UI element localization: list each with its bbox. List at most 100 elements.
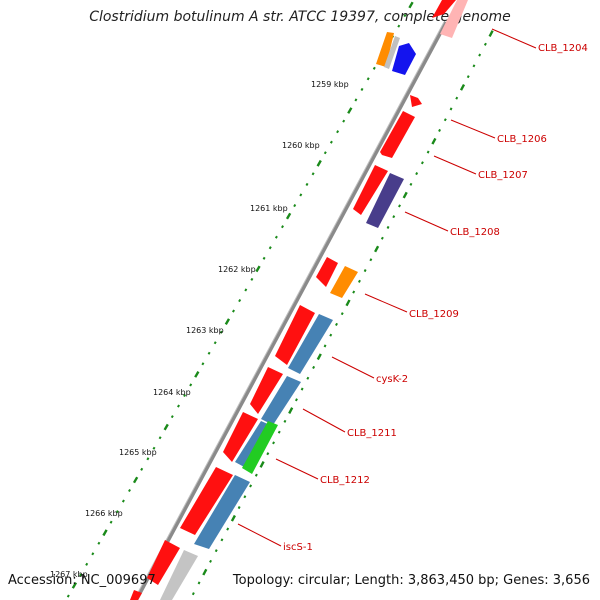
tick-dot [170,415,174,419]
tick-dot [91,552,95,556]
leader-clb1209 [364,293,408,313]
tick-dot [397,24,401,28]
tick-dot [402,191,408,199]
leader-clb1206 [450,119,496,139]
tick-dot [293,204,297,208]
tick-dot [230,514,236,522]
tick-dot [121,499,125,503]
gene-purple-clb1208 [366,173,404,228]
kbp-label-1267: 1267 kbp [50,570,88,579]
gene-pink-upper [440,0,468,38]
tick-dot [79,573,82,577]
tick-dot [369,258,373,262]
tick-dot [426,150,430,154]
gene-red-clb1211 [250,367,283,414]
tick-dot [443,118,447,122]
kbp-label-1260: 1260 kbp [282,141,320,150]
gene-gray-bottom [160,550,198,600]
gene-red-clb1209 [316,257,338,287]
tick-dot [295,398,298,402]
tick-dot [345,299,351,307]
kbp-label-1263: 1263 kbp [186,326,224,335]
tick-dot [312,365,316,369]
tick-dot [237,506,241,510]
tick-dot [431,137,437,145]
tick-dot [254,473,258,477]
accession-text: Accession: NC_009697 [8,573,156,588]
tick-dot [483,42,487,46]
gene-gray-top [384,36,400,69]
gene-steel-clb1212 [235,421,270,468]
gene-red-cysk [275,305,315,365]
tick-dot [323,151,327,155]
kbp-label-1265: 1265 kbp [119,448,157,457]
tick-dot [283,419,287,423]
tick-dot [266,452,270,456]
gene-steel-clb1211 [261,376,301,425]
gene-steel-cysk [288,314,333,374]
leader-clb1211 [302,408,346,433]
tick-dot [415,172,419,176]
tick-dot [272,441,275,445]
tick-dot [146,457,150,461]
gene-steel-iscs [194,475,250,549]
tick-dot [274,235,278,239]
tick-dot [183,393,187,398]
gene-red-clb1207 [380,111,415,158]
tick-dot [374,245,380,253]
gene-label-clb1209: CLB_1209 [409,309,459,320]
tick-dot [224,318,231,326]
tick-dot [132,476,139,484]
gene-label-clb1208: CLB_1208 [450,227,500,238]
tick-dot [305,182,309,186]
tick-dot [472,64,476,68]
tick-dot [380,236,384,240]
tick-dots [66,1,494,598]
kbp-label-1261: 1261 kbp [250,204,288,213]
tick-dot [316,353,322,361]
gene-red-clb1208 [353,165,388,215]
tick-dot [255,265,261,273]
tick-dot [201,362,205,366]
tick-dot [403,14,407,18]
kbp-label-1264: 1264 kbp [153,388,191,397]
tick-dot [329,140,333,144]
tick-dot [250,277,254,281]
tick-dot [259,461,265,468]
tick-dot [97,541,101,545]
tick-dot [466,75,470,79]
kbp-label-1266: 1266 kbp [85,509,123,518]
backbone-line [134,21,448,600]
tick-dot [358,279,361,283]
tick-dot [277,430,281,434]
tick-dot [194,371,200,378]
gene-label-iscs: iscS-1 [283,542,313,553]
gene-orange-clb1209 [330,266,358,298]
tick-dot [409,182,413,186]
tick-dot [398,204,401,208]
tick-dot [226,527,230,531]
gene-label-clb1206: CLB_1206 [497,134,547,145]
gene-label-clb1207: CLB_1207 [478,170,528,181]
gene-blue-top [392,43,416,75]
tick-dot [354,98,358,102]
tick-dot [243,495,247,499]
tick-dot [249,484,253,488]
tick-dot [300,387,304,391]
gene-red-bottom-edge [130,590,142,600]
gene-red-iscs-a [180,467,233,535]
leader-cysk [331,356,375,379]
tick-dot [244,288,248,292]
tick-dot [347,107,353,114]
tick-dot [285,212,292,220]
leader-clb1207 [433,155,477,175]
tick-dot [329,333,333,337]
gene-red-small-arrow [410,95,422,107]
tick-dot [85,562,89,566]
tick-dot [363,269,367,273]
gene-label-cysk: cysK-2 [376,374,408,385]
gene-red-upper-fragment [432,0,456,18]
gene-label-clb1204: CLB_1204 [538,43,588,54]
tick-dot [191,592,195,596]
